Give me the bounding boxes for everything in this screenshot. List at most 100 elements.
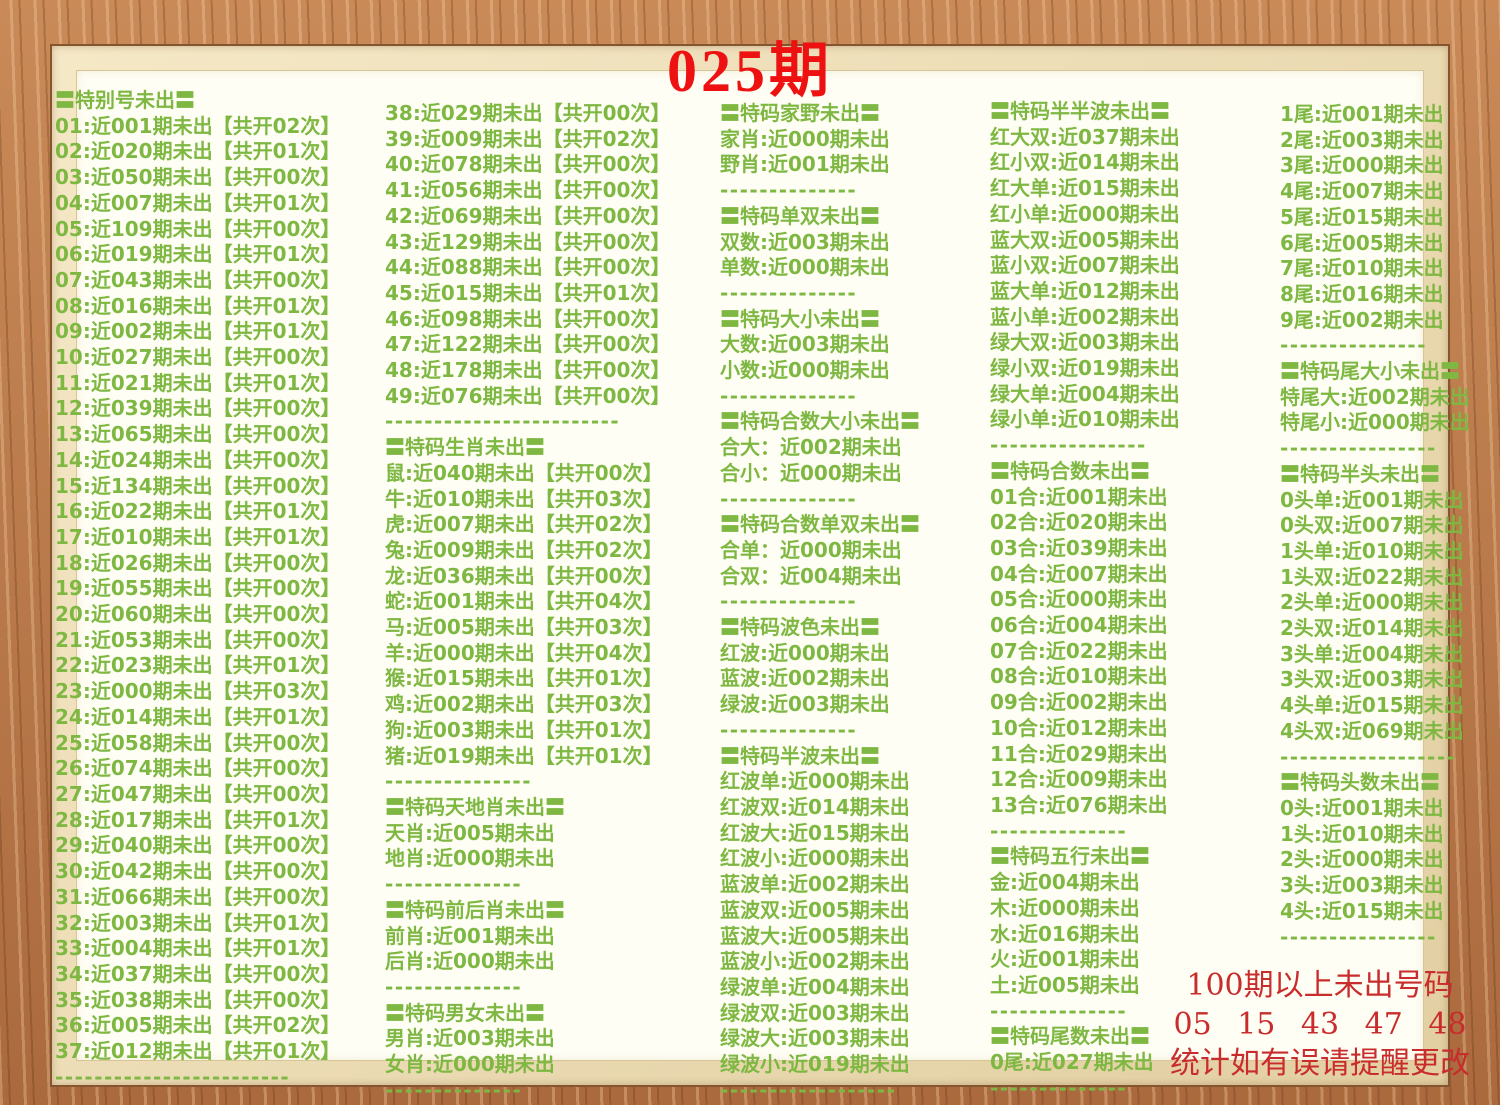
stat-line: 12合:近009期未出 bbox=[990, 767, 1168, 792]
stats-column-5: 1尾:近001期未出 2尾:近003期未出 3尾:近000期未出 4尾:近007期未出… bbox=[1280, 102, 1490, 950]
stat-line: 03:近050期未出【共开00次】 bbox=[55, 165, 341, 190]
stat-line: 蛇:近001期未出【共开04次】 bbox=[385, 589, 663, 614]
stat-line: 47:近122期未出【共开00次】 bbox=[385, 332, 671, 357]
stat-line: 4尾:近007期未出 bbox=[1280, 179, 1444, 204]
footer-notice: 100期以上未出号码 05 15 43 47 48 统计如有误请提醒更改 bbox=[1150, 966, 1490, 1083]
stat-line: 25:近058期未出【共开00次】 bbox=[55, 730, 341, 755]
stat-line: 35:近038期未出【共开00次】 bbox=[55, 987, 341, 1012]
stat-line: 11合:近029期未出 bbox=[990, 741, 1168, 766]
stat-line: 牛:近010期未出【共开03次】 bbox=[385, 486, 663, 511]
stat-line: 1头:近010期未出 bbox=[1280, 821, 1444, 846]
section-header: 〓特码合数大小未出〓 bbox=[720, 409, 920, 434]
divider: -------------- bbox=[720, 486, 858, 511]
stat-line: 18:近026期未出【共开00次】 bbox=[55, 550, 341, 575]
stat-line: 男肖:近003期未出 bbox=[385, 1026, 555, 1051]
stat-line: 07合:近022期未出 bbox=[990, 638, 1168, 663]
stat-line: 06:近019期未出【共开01次】 bbox=[55, 242, 341, 267]
stat-line: 绿波小:近019期未出 bbox=[720, 1052, 910, 1077]
stat-line: 合双：近004期未出 bbox=[720, 563, 902, 588]
section-header: 〓特码五行未出〓 bbox=[990, 844, 1150, 869]
stat-line: 04合:近007期未出 bbox=[990, 561, 1168, 586]
stat-line: 红小双:近014期未出 bbox=[990, 150, 1180, 175]
stat-line: 04:近007期未出【共开01次】 bbox=[55, 190, 341, 215]
stat-line: 狗:近003期未出【共开01次】 bbox=[385, 717, 663, 742]
stat-line: 2头:近000期未出 bbox=[1280, 847, 1444, 872]
divider: -------------- bbox=[720, 717, 858, 742]
stat-line: 43:近129期未出【共开00次】 bbox=[385, 229, 671, 254]
stat-line: 红大单:近015期未出 bbox=[990, 176, 1180, 201]
stat-line: 蓝大单:近012期未出 bbox=[990, 278, 1180, 303]
divider: -------------- bbox=[990, 998, 1128, 1023]
stat-line: 马:近005期未出【共开03次】 bbox=[385, 615, 663, 640]
stat-line: 双数:近003期未出 bbox=[720, 229, 890, 254]
stat-line: 32:近003期未出【共开01次】 bbox=[55, 910, 341, 935]
section-header: 〓特码波色未出〓 bbox=[720, 615, 880, 640]
divider: -------------- bbox=[990, 818, 1128, 843]
stat-line: 绿大单:近004期未出 bbox=[990, 381, 1180, 406]
stats-column-1: 〓特别号未出〓 01:近001期未出【共开02次】 02:近020期未出【共开01次… bbox=[55, 88, 385, 1090]
stat-line: 蓝波:近002期未出 bbox=[720, 666, 890, 691]
stat-line: 单数:近000期未出 bbox=[720, 255, 890, 280]
stat-line: 05:近109期未出【共开00次】 bbox=[55, 216, 341, 241]
stat-line: 后肖:近000期未出 bbox=[385, 949, 555, 974]
stats-column-4: 〓特码半半波未出〓 红大双:近037期未出 红小双:近014期未出 红大单:近015期… bbox=[990, 99, 1220, 1101]
stats-column-2: 38:近029期未出【共开00次】 39:近009期未出【共开02次】 40:近07… bbox=[385, 101, 685, 1103]
stat-line: 红波单:近000期未出 bbox=[720, 769, 910, 794]
stat-line: 红波小:近000期未出 bbox=[720, 846, 910, 871]
stat-line: 9尾:近002期未出 bbox=[1280, 307, 1444, 332]
divider: ------------------------ bbox=[385, 409, 621, 434]
stat-line: 兔:近009期未出【共开02次】 bbox=[385, 537, 663, 562]
divider: ---------------- bbox=[1280, 924, 1437, 949]
divider: --------------- bbox=[385, 769, 533, 794]
stat-line: 前肖:近001期未出 bbox=[385, 923, 555, 948]
stat-line: 特尾大:近002期未出 bbox=[1280, 384, 1470, 409]
stat-line: 27:近047期未出【共开00次】 bbox=[55, 781, 341, 806]
stat-line: 蓝大双:近005期未出 bbox=[990, 227, 1180, 252]
stat-line: 绿波单:近004期未出 bbox=[720, 974, 910, 999]
stat-line: 13:近065期未出【共开00次】 bbox=[55, 422, 341, 447]
stat-line: 木:近000期未出 bbox=[990, 895, 1140, 920]
stat-line: 01合:近001期未出 bbox=[990, 484, 1168, 509]
stat-line: 绿波大:近003期未出 bbox=[720, 1026, 910, 1051]
stat-line: 0头双:近007期未出 bbox=[1280, 513, 1464, 538]
stat-line: 女肖:近000期未出 bbox=[385, 1052, 555, 1077]
stat-line: 21:近053期未出【共开00次】 bbox=[55, 627, 341, 652]
stat-line: 46:近098期未出【共开00次】 bbox=[385, 306, 671, 331]
stat-line: 07:近043期未出【共开00次】 bbox=[55, 267, 341, 292]
stat-line: 红波大:近015期未出 bbox=[720, 820, 910, 845]
divider: ---------------- bbox=[1280, 436, 1437, 461]
stat-line: 绿大双:近003期未出 bbox=[990, 330, 1180, 355]
stat-line: 小数:近000期未出 bbox=[720, 358, 890, 383]
footer-line-overdue-title: 100期以上未出号码 bbox=[1186, 968, 1454, 1003]
stat-line: 4头:近015期未出 bbox=[1280, 898, 1444, 923]
stat-line: 34:近037期未出【共开00次】 bbox=[55, 961, 341, 986]
divider: ---------------- bbox=[990, 433, 1147, 458]
stat-line: 红波双:近014期未出 bbox=[720, 794, 910, 819]
divider: -------------- bbox=[385, 974, 523, 999]
stat-line: 0尾:近027期未出 bbox=[990, 1050, 1154, 1075]
stat-line: 39:近009期未出【共开02次】 bbox=[385, 126, 671, 151]
section-header: 〓特码男女未出〓 bbox=[385, 1000, 545, 1025]
section-header: 〓特码合数单双未出〓 bbox=[720, 512, 920, 537]
stat-line: 羊:近000期未出【共开04次】 bbox=[385, 640, 663, 665]
stat-line: 01:近001期未出【共开02次】 bbox=[55, 113, 341, 138]
section-header: 〓特码大小未出〓 bbox=[720, 306, 880, 331]
stat-line: 13合:近076期未出 bbox=[990, 792, 1168, 817]
stat-line: 蓝波单:近002期未出 bbox=[720, 872, 910, 897]
divider: ------------------ bbox=[1280, 744, 1457, 769]
content-panel bbox=[76, 70, 1424, 1061]
divider: -------------- bbox=[720, 589, 858, 614]
section-header: 〓特码半头未出〓 bbox=[1280, 461, 1440, 486]
stat-line: 40:近078期未出【共开00次】 bbox=[385, 152, 671, 177]
stat-line: 绿小双:近019期未出 bbox=[990, 356, 1180, 381]
stat-line: 火:近001期未出 bbox=[990, 947, 1140, 972]
stat-line: 合小：近000期未出 bbox=[720, 460, 902, 485]
stat-line: 5尾:近015期未出 bbox=[1280, 204, 1444, 229]
stat-line: 天肖:近005期未出 bbox=[385, 820, 555, 845]
stat-line: 红小单:近000期未出 bbox=[990, 201, 1180, 226]
stat-line: 龙:近036期未出【共开00次】 bbox=[385, 563, 663, 588]
stat-line: 3头双:近003期未出 bbox=[1280, 667, 1464, 692]
stat-line: 08合:近010期未出 bbox=[990, 664, 1168, 689]
stat-line: 22:近023期未出【共开01次】 bbox=[55, 653, 341, 678]
divider: -------------- bbox=[720, 383, 858, 408]
